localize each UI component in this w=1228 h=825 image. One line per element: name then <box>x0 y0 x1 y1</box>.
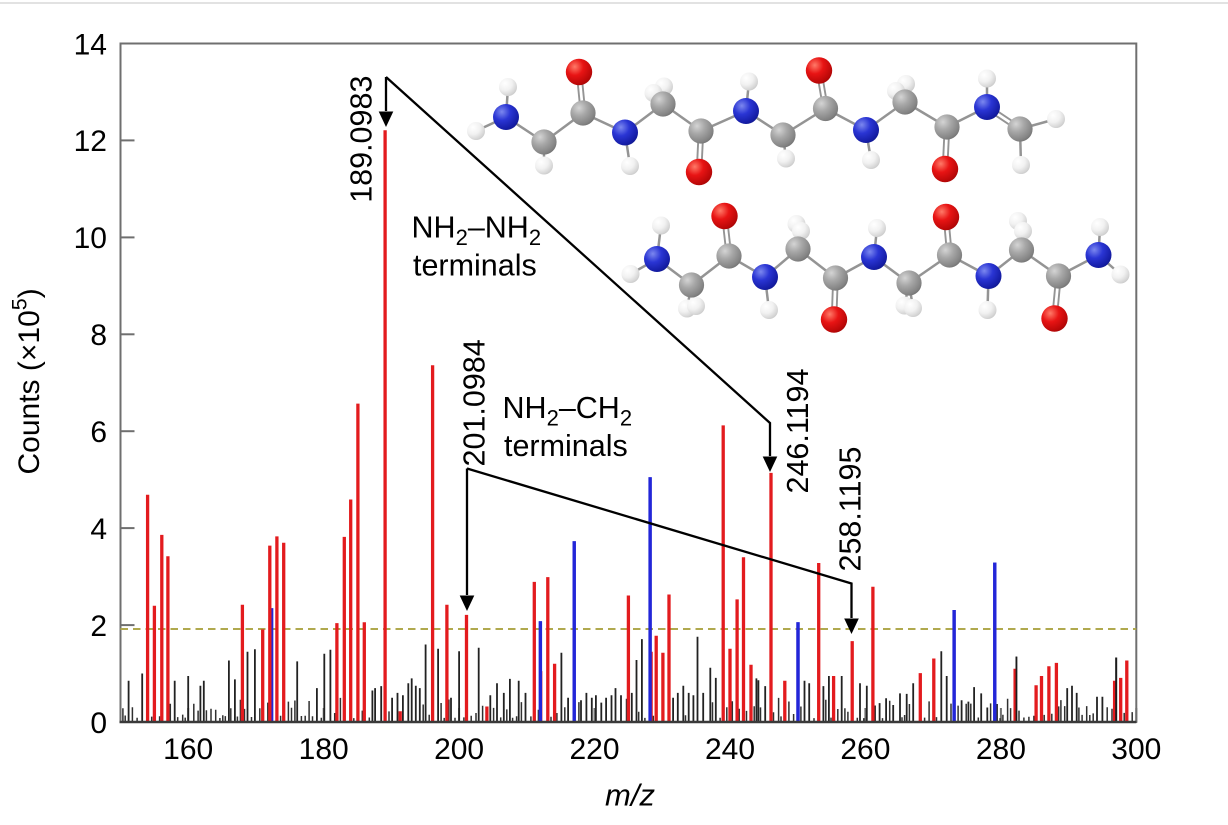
svg-text:300: 300 <box>1111 733 1161 766</box>
svg-text:14: 14 <box>74 28 107 61</box>
svg-text:4: 4 <box>90 513 107 546</box>
svg-text:10: 10 <box>74 222 107 255</box>
svg-text:Counts (×105): Counts (×105) <box>8 288 47 474</box>
svg-text:201.0984: 201.0984 <box>458 339 492 466</box>
svg-text:189.0983: 189.0983 <box>345 76 379 203</box>
svg-text:240: 240 <box>705 733 755 766</box>
svg-text:0: 0 <box>90 707 107 740</box>
svg-text:246.1194: 246.1194 <box>781 369 815 494</box>
svg-text:terminals: terminals <box>504 429 628 463</box>
svg-text:NH2​–NH2​: NH2​–NH2​ <box>412 211 542 251</box>
svg-text:160: 160 <box>163 733 213 766</box>
svg-text:258.1195: 258.1195 <box>834 447 868 572</box>
svg-text:180: 180 <box>299 733 349 766</box>
svg-text:260: 260 <box>840 733 890 766</box>
svg-text:12: 12 <box>74 125 107 158</box>
svg-text:m/z: m/z <box>605 778 655 813</box>
svg-text:220: 220 <box>569 733 619 766</box>
svg-text:terminals: terminals <box>413 249 537 283</box>
svg-text:280: 280 <box>976 733 1026 766</box>
svg-text:6: 6 <box>90 416 107 449</box>
svg-text:200: 200 <box>434 733 484 766</box>
svg-text:NH2​–CH2​: NH2​–CH2​ <box>503 391 633 431</box>
svg-text:8: 8 <box>90 319 107 352</box>
svg-text:2: 2 <box>90 610 107 643</box>
